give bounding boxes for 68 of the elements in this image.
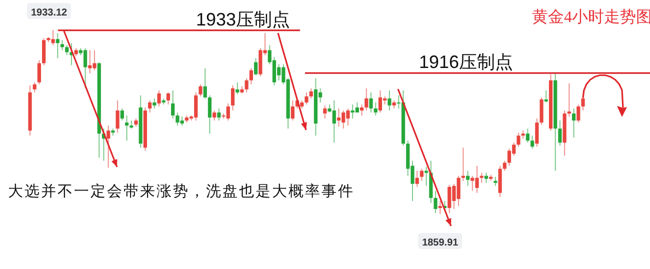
candlestick [171, 90, 175, 120]
candlestick [198, 84, 202, 97]
candlestick [466, 170, 470, 186]
candlestick [540, 96, 544, 126]
candlestick [355, 102, 359, 113]
candlestick [480, 172, 484, 184]
candlestick [32, 82, 36, 93]
candlestick [415, 170, 419, 188]
candlestick [116, 100, 120, 134]
candlestick [120, 108, 124, 122]
candlestick [484, 172, 488, 184]
candlestick [567, 82, 571, 118]
candlestick [208, 94, 212, 134]
candlestick [369, 92, 373, 113]
candlestick [230, 84, 235, 111]
candlestick [217, 108, 221, 122]
candlestick [309, 88, 313, 99]
candlestick [323, 104, 327, 120]
ref-line-label: 1933压制点 [196, 9, 290, 30]
candlestick [558, 120, 562, 146]
candlestick [420, 168, 424, 182]
candlestick [106, 125, 110, 168]
candlestick [494, 176, 498, 186]
candlestick [124, 115, 129, 142]
candlestick [526, 128, 530, 144]
candlestick [438, 200, 442, 214]
ref-line-label: 1916压制点 [418, 52, 514, 72]
candlestick [249, 68, 253, 85]
candlestick [374, 102, 378, 116]
candlestick [152, 98, 156, 109]
price-tag: 1859.91 [418, 233, 462, 249]
candlestick [388, 90, 392, 111]
candlestick [226, 102, 230, 122]
candlestick [516, 132, 520, 148]
candlestick [572, 108, 576, 138]
candlestick [236, 82, 240, 95]
price-tag: 1933.12 [27, 3, 72, 19]
candlestick [148, 100, 152, 113]
candlestick [378, 90, 382, 113]
candlestick [336, 108, 341, 128]
candlestick [254, 58, 258, 76]
candlestick [60, 40, 64, 51]
candlestick [576, 104, 580, 124]
candlestick [544, 90, 548, 103]
candlestick [56, 32, 60, 59]
candlestick [244, 78, 248, 93]
chart-title: 黄金4小时走势图 [532, 8, 650, 26]
candlestick [434, 190, 438, 214]
candlestick [461, 147, 465, 182]
annotation: 大选并不一定会带来涨势，洗盘也是大概率事件 [8, 183, 354, 200]
candlestick [535, 118, 539, 148]
candlestick [65, 44, 69, 56]
candlestick [290, 100, 294, 122]
candlestick [37, 60, 42, 85]
candlestick [304, 92, 308, 105]
candlestick [424, 166, 428, 186]
annotation: 1859.91 [422, 238, 459, 248]
candlestick [212, 110, 216, 122]
candlestick [157, 90, 161, 107]
candlestick [203, 68, 207, 99]
candlestick [360, 104, 364, 116]
candlestick [166, 92, 170, 105]
candlestick [502, 160, 506, 172]
candlestick [530, 135, 534, 150]
annotation: 1933.12 [30, 8, 68, 18]
candlestick [364, 88, 368, 111]
candlestick [507, 148, 512, 166]
candlestick [42, 38, 46, 66]
